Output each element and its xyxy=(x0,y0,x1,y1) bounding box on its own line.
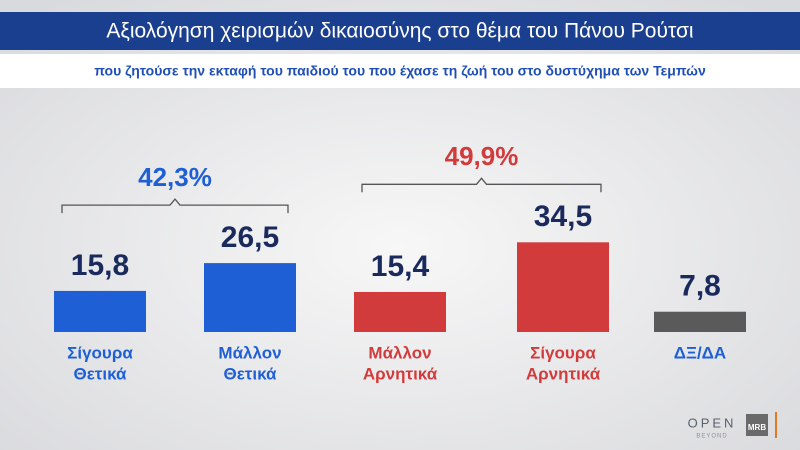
channel-logo: OPEN xyxy=(688,415,737,430)
category-label: Σίγουρα xyxy=(67,343,133,362)
bracket-total: 42,3% xyxy=(138,162,212,192)
value-label: 15,8 xyxy=(71,249,129,282)
pollster-logo: MRB xyxy=(748,423,766,432)
bar xyxy=(354,291,446,332)
subtitle-bar xyxy=(0,54,800,88)
chart-subtitle: που ζητούσε την εκταφή του παιδιού του π… xyxy=(94,63,706,79)
value-label: 7,8 xyxy=(679,270,721,303)
category-label: Αρνητικά xyxy=(363,364,438,383)
category-label: Αρνητικά xyxy=(526,364,601,383)
category-label: ΔΞ/ΔΑ xyxy=(674,343,726,362)
category-label: Θετικά xyxy=(74,364,128,383)
category-label: Μάλλον xyxy=(218,343,281,362)
pollster-logo-box xyxy=(746,414,768,436)
value-label: 34,5 xyxy=(534,200,592,233)
category-label: Σίγουρα xyxy=(530,343,596,362)
bar xyxy=(54,290,146,332)
category-label: Θετικά xyxy=(224,364,278,383)
value-label: 15,4 xyxy=(371,250,430,283)
title-bar xyxy=(0,12,800,50)
value-label: 26,5 xyxy=(221,221,279,254)
channel-tagline: BEYOND xyxy=(696,434,727,440)
category-label: Μάλλον xyxy=(368,343,431,362)
bar xyxy=(517,242,609,332)
bar xyxy=(654,311,746,332)
bar xyxy=(204,263,296,332)
bracket xyxy=(361,177,602,193)
bracket xyxy=(61,198,289,214)
chart-title: Αξιολόγηση χειρισμών δικαιοσύνης στο θέμ… xyxy=(106,20,694,43)
bracket-total: 49,9% xyxy=(445,141,519,171)
